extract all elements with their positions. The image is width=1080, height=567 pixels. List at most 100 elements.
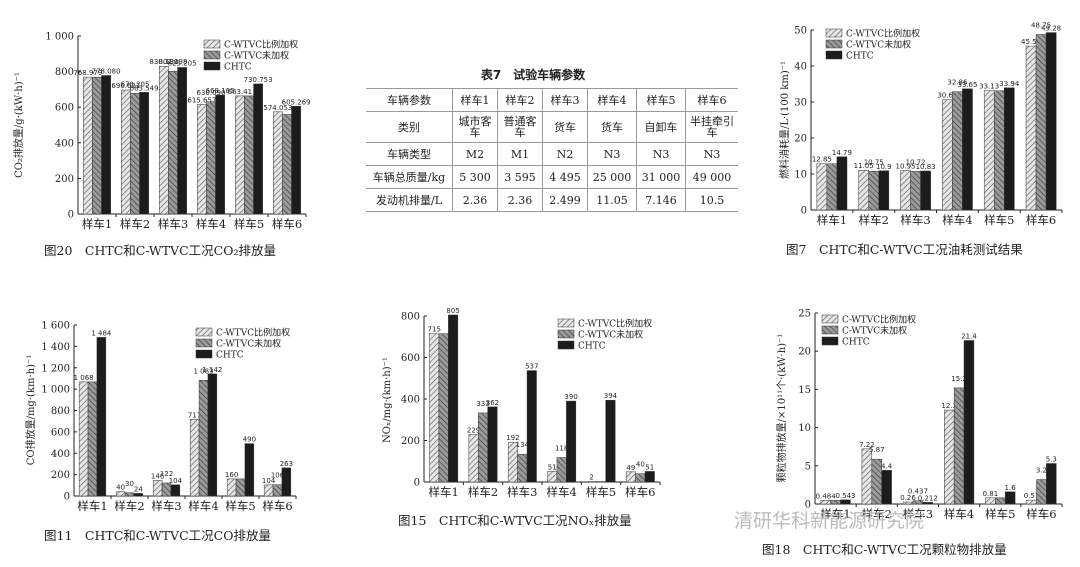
bar [215, 94, 225, 215]
x-tick-label: 样车2 [114, 499, 144, 513]
legend-label: C-WTVC未加权 [846, 39, 911, 51]
data-label: 24 [134, 485, 143, 493]
table-cell: 31 000 [636, 165, 686, 189]
bar [605, 399, 616, 483]
bar [922, 502, 933, 505]
y-tick-label: 0 [801, 206, 807, 217]
table-cell: M1 [497, 142, 543, 166]
x-tick-label: 样车2 [468, 485, 498, 499]
y-axis-label: NOₓ/mg·(km·h)⁻¹ [382, 357, 393, 443]
y-tick-label: 200 [51, 470, 70, 481]
bar [438, 333, 449, 483]
data-label: 390 [564, 393, 577, 401]
table-cell: 车辆类型 [366, 142, 453, 166]
bar [952, 91, 963, 211]
data-label: 229 [467, 426, 480, 434]
data-label: 630.090 [197, 89, 226, 97]
legend-swatch [821, 314, 839, 324]
bar [983, 90, 995, 211]
data-label: 717 [188, 411, 201, 419]
chart-caption: 图11 CHTC和C-WTVC工况CO排放量 [44, 528, 271, 543]
data-label: 768.979 [73, 69, 102, 77]
table-cell: N3 [685, 142, 738, 166]
x-tick-label: 样车3 [903, 507, 933, 521]
x-tick-label: 样车6 [625, 485, 655, 499]
data-label: 48.75 [1031, 22, 1051, 30]
table-cell: 样车2 [497, 88, 543, 112]
table-cell: 样车4 [587, 88, 637, 112]
data-label: 1 142 [202, 366, 222, 374]
bar [92, 76, 102, 215]
x-tick-label: 样车2 [120, 217, 150, 231]
chart-caption: 图18 CHTC和C-WTVC工况颗粒物排放量 [762, 542, 1007, 557]
bar [635, 473, 646, 483]
legend-swatch [195, 349, 213, 359]
chart-5: 0 5 10 15 20 25 样车1 0.484 0.543 样车2 7.225.87 4.4 样车3… [762, 309, 1063, 557]
bar [1025, 45, 1037, 211]
y-tick-label: 15 [798, 385, 811, 396]
data-label: 1.6 [1005, 484, 1017, 492]
legend-label: CHTC [846, 52, 874, 62]
table-cell: 样车3 [542, 88, 588, 112]
bar [468, 434, 479, 483]
data-label: 778.080 [92, 68, 121, 76]
bar [1046, 463, 1057, 505]
legend-swatch [557, 318, 575, 328]
table-cell: N3 [636, 142, 686, 166]
x-tick-label: 样车1 [429, 485, 459, 499]
x-tick-label: 样车5 [586, 485, 616, 499]
data-label: 51 [548, 463, 557, 471]
y-tick-label: 200 [55, 174, 74, 185]
legend-label: CHTC [216, 351, 244, 361]
x-tick-label: 样车3 [158, 217, 188, 231]
data-label: 394 [604, 392, 618, 400]
bar [487, 406, 498, 483]
data-label: 696.621 [111, 82, 140, 90]
y-tick-label: 0 [414, 478, 420, 489]
table-cell: 自卸车 [636, 111, 686, 143]
data-label: 21.4 [961, 333, 977, 341]
bar [586, 481, 597, 483]
data-label: 7.22 [859, 441, 875, 449]
legend-label: C-WTVC未加权 [216, 338, 281, 350]
bar [881, 470, 892, 505]
data-label: 30 [125, 480, 134, 488]
table-row: 车辆类型 M2 M1 N2 N3 N3 N3 [366, 142, 738, 166]
data-label: 49.28 [1041, 25, 1061, 33]
bar [556, 457, 567, 483]
data-label: 33.65 [957, 81, 977, 89]
bar [170, 484, 181, 497]
data-label: 715 [428, 326, 441, 334]
bar [272, 484, 283, 497]
data-label: 605.269 [282, 98, 311, 106]
bar [133, 493, 144, 497]
bar [130, 93, 140, 215]
data-label: 263 [280, 460, 293, 468]
bar [87, 381, 98, 497]
data-label: 362 [486, 399, 499, 407]
bar [526, 370, 537, 483]
bar [206, 101, 216, 215]
x-tick-label: 样车4 [196, 217, 226, 231]
data-label: 30.63 [937, 92, 957, 100]
data-label: 333 [476, 400, 489, 408]
x-tick-label: 样车2 [862, 507, 892, 521]
data-label: 14.79 [832, 149, 852, 157]
x-tick-label: 样车6 [1026, 507, 1056, 521]
y-tick-label: 800 [401, 312, 420, 323]
data-label: 1 068 [74, 374, 94, 382]
data-label: 146 [151, 472, 165, 480]
bar [1004, 491, 1016, 505]
data-label: 106 [271, 472, 285, 480]
x-tick-label: 样车1 [82, 217, 112, 231]
bar [253, 83, 263, 215]
bar [78, 381, 89, 497]
x-tick-label: 样车5 [225, 499, 255, 513]
bar [1035, 34, 1047, 211]
data-label: 192 [506, 434, 519, 442]
bar [115, 491, 126, 497]
bar [900, 170, 911, 211]
data-label: 32.86 [947, 79, 968, 87]
y-tick-label: 400 [401, 395, 420, 406]
